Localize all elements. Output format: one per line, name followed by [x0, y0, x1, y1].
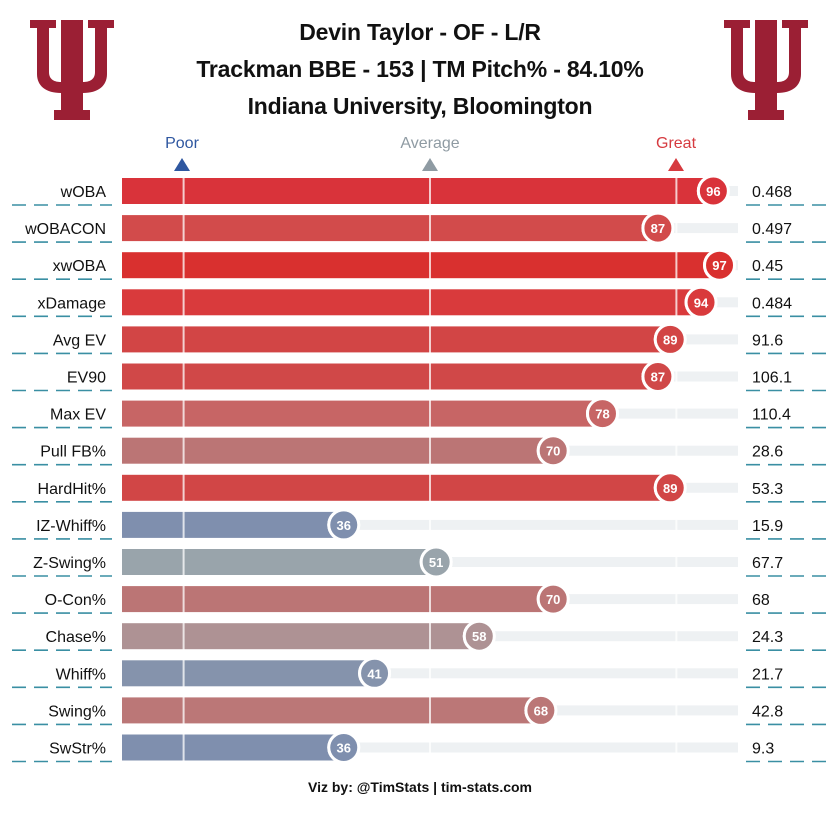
percentile-value-top: 78 [595, 407, 609, 422]
metric-label: EV90 [67, 370, 106, 387]
metric-label: Pull FB% [40, 444, 106, 461]
percentile-value-top: 97 [712, 258, 726, 273]
percentile-value-top: 89 [663, 481, 677, 496]
metric-label: IZ-Whiff% [36, 518, 106, 535]
metric-bar [122, 400, 603, 427]
metric-value: 110.4 [752, 407, 791, 424]
metric-bar [122, 363, 658, 390]
percentile-badge-top [585, 397, 619, 431]
percentile-badge-top [327, 508, 361, 542]
title-trackman-line: Trackman BBE - 153 | TM Pitch% - 84.10% [196, 56, 644, 82]
metric-bar [122, 289, 702, 316]
percentile-badge-top [419, 545, 453, 579]
metric-label: Swing% [48, 703, 106, 720]
metric-value: 53.3 [752, 481, 783, 498]
scale-label-poor: Poor [165, 135, 199, 152]
percentile-bar-chart: wOBA 0.468 96 wOBACON 0.497 87 xwOBA 0.45 97 xDam… [12, 174, 830, 764]
percentile-badge-top [641, 360, 675, 393]
footer-credit: Viz by: @TimStats | tim-stats.com [308, 779, 532, 795]
metric-value: 0.497 [752, 221, 792, 238]
percentile-value-top: 51 [429, 555, 443, 570]
metric-label: SwStr% [49, 741, 106, 758]
metric-bar [122, 178, 714, 204]
metric-value: 24.3 [752, 629, 783, 646]
percentile-badge-top [358, 656, 392, 690]
metric-value: 106.1 [752, 370, 792, 387]
percentile-value-top: 70 [546, 592, 560, 607]
poor-marker-icon [174, 158, 190, 171]
scale-label-average: Average [400, 135, 460, 152]
metric-value: 9.3 [752, 741, 774, 758]
average-marker-icon [422, 158, 438, 171]
percentile-badge-top [536, 434, 570, 468]
percentile-badge-top [327, 731, 361, 764]
metric-value: 0.468 [752, 184, 792, 201]
metric-bar [122, 215, 658, 242]
iu-logo-left-icon [30, 20, 114, 120]
percentile-badge-top [536, 582, 570, 616]
metric-label: wOBACON [24, 221, 106, 238]
chart-title: Devin Taylor - OF - L/R Trackman BBE - 1… [0, 14, 840, 125]
percentile-value-top: 36 [337, 518, 351, 533]
percentile-badge-top [703, 248, 737, 282]
metric-bar [122, 697, 541, 724]
iu-logo-right-icon [724, 20, 808, 120]
percentile-badge-top [696, 174, 730, 208]
percentile-badge-top [524, 693, 558, 727]
percentile-value-top: 68 [534, 703, 548, 718]
percentile-value-top: 87 [651, 370, 665, 385]
metric-bar [122, 326, 671, 353]
metric-bar [122, 623, 480, 650]
metric-bar [122, 549, 437, 575]
metric-value: 67.7 [752, 555, 783, 572]
metric-value: 15.9 [752, 518, 783, 535]
metric-label: Whiff% [56, 666, 106, 683]
great-marker-icon [668, 158, 684, 171]
metric-value: 0.484 [752, 295, 792, 312]
percentile-value-top: 96 [706, 184, 720, 199]
percentile-value-top: 58 [472, 629, 486, 644]
scale-label-great: Great [655, 135, 697, 152]
metric-label: Avg EV [53, 332, 106, 349]
metric-label: xwOBA [53, 258, 107, 275]
percentile-value-top: 94 [694, 295, 709, 310]
title-player-line: Devin Taylor - OF - L/R [299, 19, 541, 45]
percentile-value-top: 36 [337, 741, 351, 756]
metric-label: xDamage [38, 295, 107, 312]
title-school-line: Indiana University, Bloomington [247, 93, 593, 119]
metric-label: Max EV [50, 407, 106, 424]
metric-bar [122, 252, 720, 279]
percentile-badge-top [462, 619, 496, 653]
metric-bar [122, 734, 344, 761]
metric-label: HardHit% [38, 481, 106, 498]
metric-value: 21.7 [752, 666, 783, 683]
percentile-value-top: 89 [663, 332, 677, 347]
percentile-badge-top [653, 471, 687, 505]
metric-label: wOBA [60, 184, 107, 201]
percentile-value-top: 70 [546, 444, 560, 459]
percentile-value-top: 41 [367, 666, 381, 681]
metric-value: 91.6 [752, 332, 783, 349]
percentile-badge-top [641, 211, 675, 245]
metric-label: Chase% [46, 629, 106, 646]
metric-bar [122, 586, 554, 613]
metric-value: 68 [752, 592, 770, 609]
metric-value: 28.6 [752, 444, 783, 461]
percentile-value-top: 87 [651, 221, 665, 236]
metric-bar [122, 660, 375, 687]
metric-value: 42.8 [752, 703, 783, 720]
metric-bar [122, 474, 671, 501]
metric-bar [122, 437, 554, 464]
metric-label: O-Con% [45, 592, 106, 609]
metric-bar [122, 511, 344, 538]
metric-value: 0.45 [752, 258, 783, 275]
metric-label: Z-Swing% [33, 555, 106, 572]
percentile-badge-top [684, 285, 718, 319]
percentile-badge-top [653, 322, 687, 356]
